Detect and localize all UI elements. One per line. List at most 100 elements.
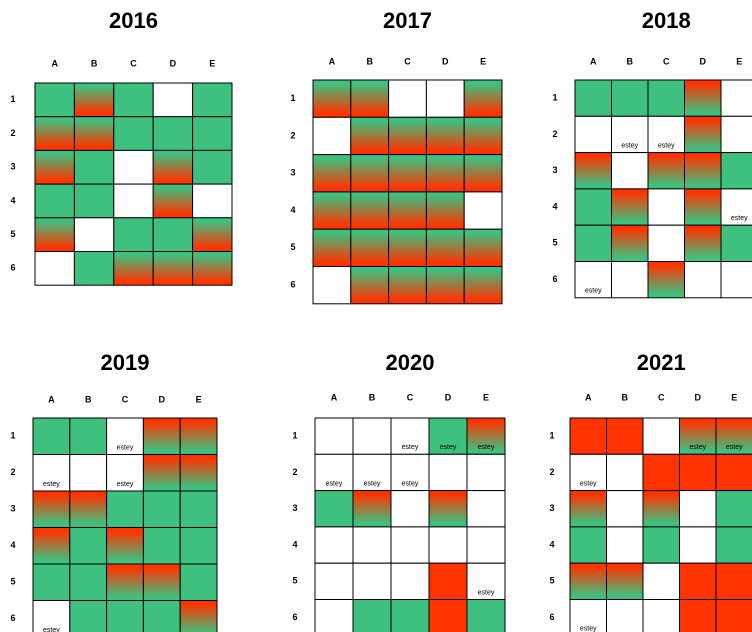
cell	[569, 526, 607, 564]
cell	[684, 261, 722, 299]
cell	[73, 183, 115, 219]
cell	[425, 266, 465, 305]
cell	[720, 224, 752, 262]
cell	[390, 526, 430, 564]
cell	[684, 188, 722, 226]
cell	[192, 251, 233, 286]
row-label: 4	[549, 539, 554, 549]
cell	[647, 188, 685, 226]
cell-text: estey	[117, 444, 134, 451]
cell	[425, 79, 465, 118]
cell	[69, 563, 108, 601]
cell	[428, 417, 468, 455]
cell-text: estey	[731, 215, 748, 222]
cell	[611, 261, 649, 299]
cell	[179, 417, 218, 455]
cell	[312, 79, 352, 118]
cell-text: estey	[580, 480, 597, 487]
cell	[425, 191, 465, 230]
column-label: D	[695, 392, 702, 402]
row-label: 2	[549, 467, 554, 477]
cell	[350, 154, 390, 193]
panel: 2017 A B C D E 1 2 3 4 5 6	[290, 8, 503, 305]
cell	[720, 152, 752, 190]
cell	[113, 183, 154, 219]
cell	[679, 526, 717, 564]
row-label: 6	[290, 280, 295, 290]
cell	[113, 82, 154, 118]
cell	[350, 228, 390, 267]
cell-text: estey	[117, 481, 134, 488]
column-label: C	[122, 394, 129, 404]
panel: 2016 A B C D E 1 2 3 4 5 6	[10, 8, 233, 286]
cell	[715, 526, 752, 564]
cell-text: estey	[689, 444, 706, 451]
cell	[350, 266, 390, 305]
cell	[642, 562, 680, 601]
cell	[425, 154, 465, 193]
column-label: E	[483, 392, 489, 402]
cell	[73, 149, 115, 185]
cell	[606, 453, 644, 492]
cell-text: estey	[43, 627, 60, 632]
cell	[106, 454, 144, 492]
cell	[574, 261, 612, 299]
cell	[606, 417, 644, 455]
column-label: A	[329, 56, 336, 66]
cell	[642, 417, 680, 455]
cell	[179, 600, 218, 632]
cell-text: estey	[726, 444, 743, 451]
cell	[314, 599, 354, 632]
cell-text: estey	[402, 444, 419, 451]
cell	[428, 526, 468, 564]
cell	[390, 417, 430, 455]
cell	[69, 454, 108, 492]
panel-title: 2018	[642, 8, 691, 33]
cell	[390, 490, 430, 528]
column-label: B	[91, 58, 98, 68]
cell	[152, 82, 194, 118]
cell	[352, 417, 392, 455]
cell	[69, 600, 108, 632]
panel-title: 2021	[637, 350, 686, 375]
cell	[642, 490, 680, 528]
cell	[142, 527, 181, 565]
row-label: 4	[292, 539, 297, 549]
cell	[425, 116, 465, 156]
cell	[113, 217, 154, 253]
cell	[388, 191, 427, 230]
cell	[574, 188, 612, 226]
column-label: E	[736, 56, 742, 66]
cell	[314, 562, 354, 601]
cell	[32, 563, 71, 601]
cell	[569, 562, 607, 601]
cell	[106, 490, 144, 528]
cell	[152, 251, 194, 286]
cell	[350, 191, 390, 230]
cell	[684, 115, 722, 154]
panel: 2021 A B C D E 1 2 3 4 5 6 estey estey estey estey	[549, 350, 752, 632]
row-label: 2	[292, 467, 297, 477]
cell	[606, 526, 644, 564]
row-label: 5	[552, 238, 557, 248]
cell	[113, 149, 154, 185]
column-label: E	[731, 392, 737, 402]
cell	[106, 563, 144, 601]
cell	[32, 527, 71, 565]
cell-text: estey	[580, 626, 597, 632]
cell-text: estey	[402, 480, 419, 487]
cell	[574, 79, 612, 117]
cell	[314, 526, 354, 564]
column-label: C	[404, 56, 411, 66]
cell	[425, 228, 465, 267]
column-label: D	[159, 394, 166, 404]
column-label: C	[663, 56, 670, 66]
cell-text: estey	[478, 444, 495, 451]
cell	[679, 453, 717, 492]
cell	[463, 154, 503, 193]
panel-title: 2016	[109, 8, 158, 33]
cell	[390, 562, 430, 601]
row-label: 3	[549, 503, 554, 513]
column-label: B	[627, 56, 634, 66]
